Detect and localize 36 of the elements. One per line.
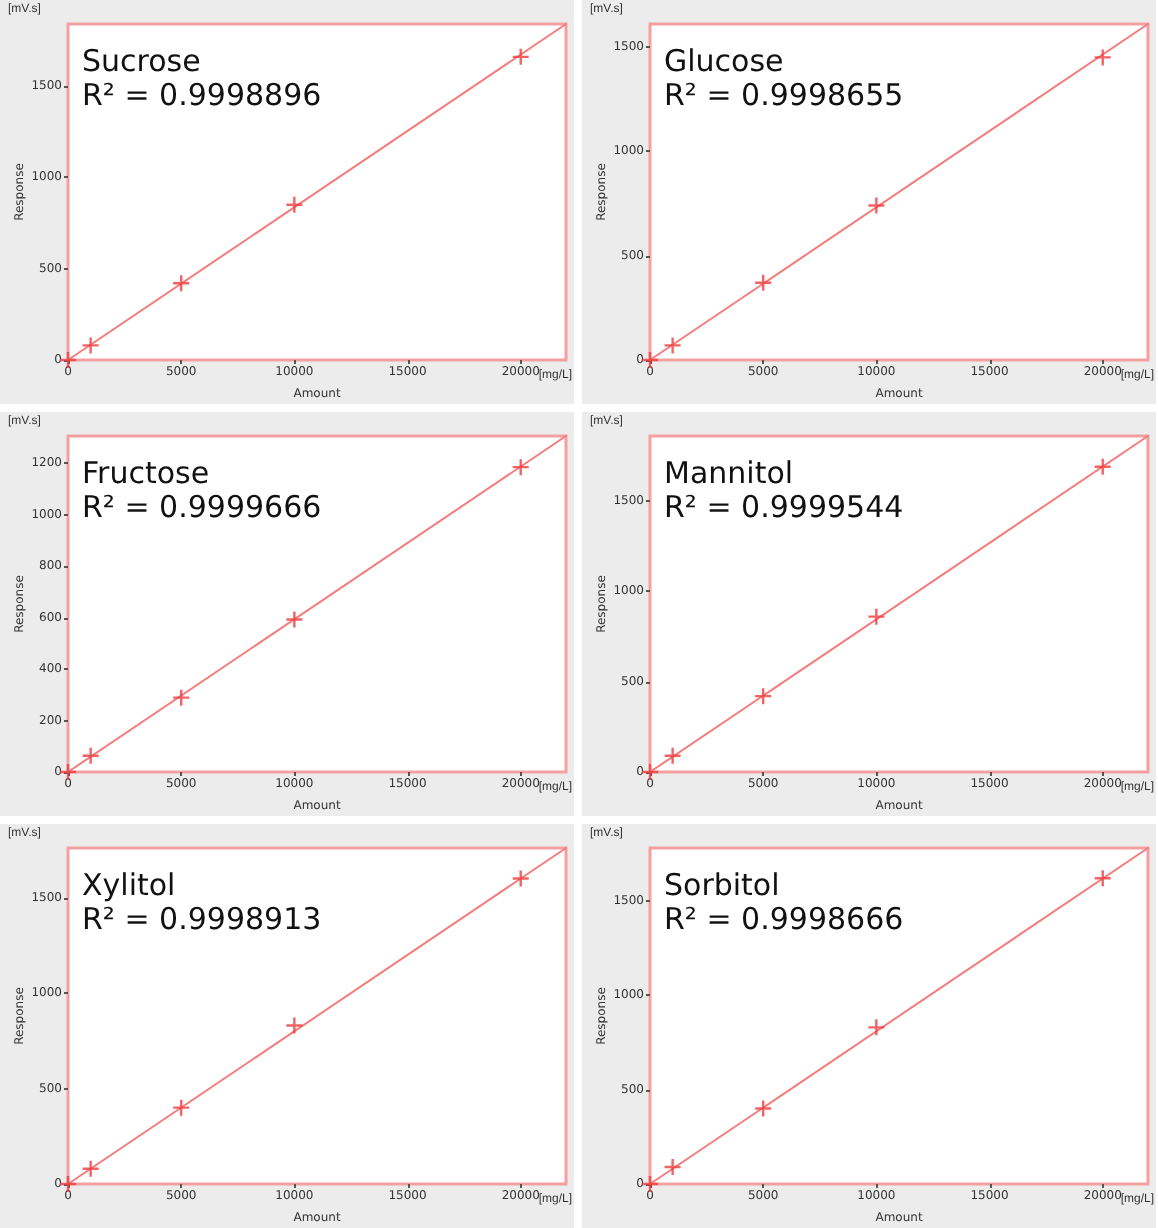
text: R² = 0.9998896 <box>82 77 322 113</box>
point <box>663 336 682 355</box>
text: R² = 0.9998913 <box>82 901 322 937</box>
text: R² = 0.9998666 <box>664 901 904 937</box>
point <box>867 1018 886 1037</box>
text: Fructose <box>82 455 210 491</box>
text: R² = 0.9999666 <box>82 489 322 525</box>
point <box>753 1099 773 1118</box>
point <box>285 1016 304 1035</box>
text: Xylitol <box>82 867 176 903</box>
point <box>81 336 100 355</box>
point <box>285 610 304 629</box>
text: Glucose <box>664 43 784 79</box>
point <box>171 688 191 707</box>
point <box>663 746 682 765</box>
text: R² = 0.9998655 <box>664 77 904 113</box>
point <box>81 746 100 765</box>
text: R² = 0.9999544 <box>664 489 904 525</box>
point <box>171 274 191 293</box>
text: Sorbitol <box>664 867 780 903</box>
point <box>753 273 773 292</box>
point <box>511 457 530 477</box>
point <box>511 47 530 67</box>
point <box>1093 457 1112 476</box>
text: Sucrose <box>82 43 201 79</box>
point <box>663 1157 682 1177</box>
point <box>285 195 304 214</box>
point <box>81 1159 100 1178</box>
point <box>867 196 886 215</box>
point <box>511 869 530 888</box>
point <box>867 607 886 626</box>
point <box>171 1098 191 1117</box>
point <box>1093 48 1112 67</box>
text: Mannitol <box>664 455 794 491</box>
point <box>753 686 773 706</box>
point <box>1093 869 1112 888</box>
